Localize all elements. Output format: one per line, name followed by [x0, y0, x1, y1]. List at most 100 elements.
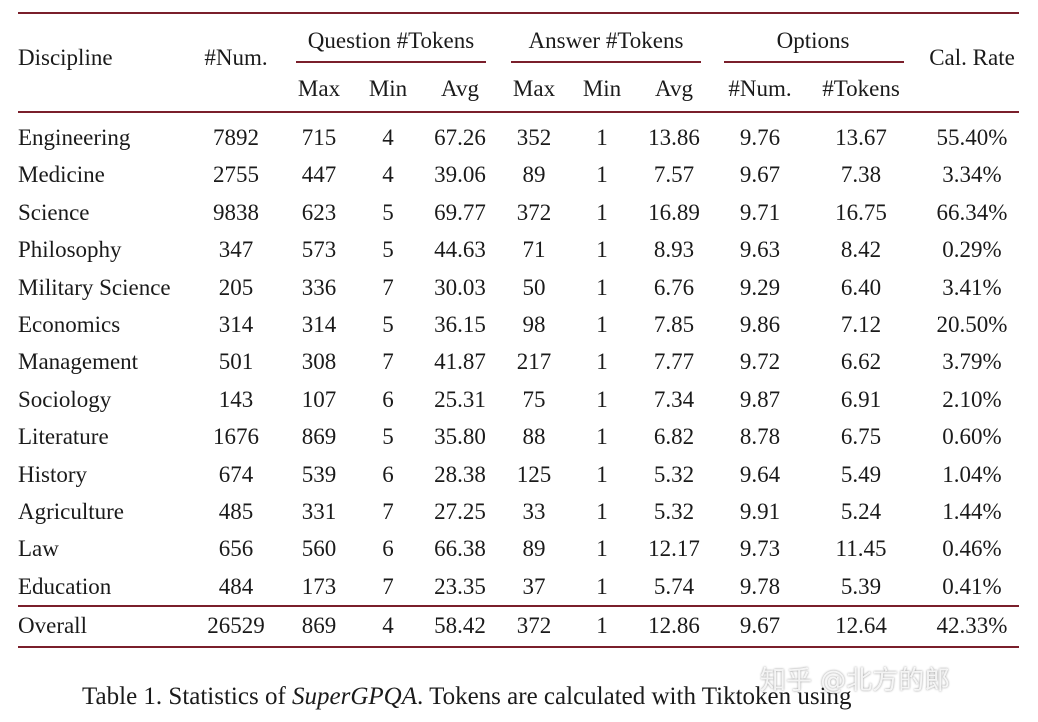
cell-answer-min: 1	[596, 237, 608, 262]
cell-question-avg: 25.31	[434, 387, 486, 412]
cell-answer-max: 98	[522, 312, 546, 337]
cell-options-tokens: 5.39	[840, 574, 882, 599]
cell-options-tokens: 6.40	[840, 275, 882, 300]
cell-answer-min: 1	[596, 387, 608, 412]
cell-cal-rate: 0.46%	[942, 536, 1002, 561]
cell-answer-avg: 12.17	[648, 536, 700, 561]
cell-options-num: 8.78	[739, 424, 781, 449]
cell-answer-avg: 12.86	[648, 613, 700, 638]
cell-question-avg: 44.63	[434, 237, 486, 262]
cell-question-min: 5	[382, 200, 394, 225]
subheader-question-max: Max	[297, 76, 341, 101]
cell-options-num: 9.71	[739, 200, 781, 225]
cell-cal-rate: 1.04%	[942, 462, 1002, 487]
cell-num: 205	[218, 275, 254, 300]
cell-discipline: Military Science	[18, 275, 171, 300]
cell-options-tokens: 13.67	[835, 125, 887, 150]
cell-num: 347	[218, 237, 254, 262]
header-num: #Num.	[204, 45, 268, 70]
cell-question-max: 869	[301, 424, 337, 449]
cell-question-avg: 66.38	[434, 536, 486, 561]
header-rule	[18, 111, 1019, 113]
cell-options-num: 9.72	[739, 349, 781, 374]
cell-num: 674	[218, 462, 254, 487]
top-rule	[18, 12, 1019, 14]
cell-answer-min: 1	[596, 499, 608, 524]
cell-answer-max: 89	[522, 536, 546, 561]
cell-answer-min: 1	[596, 574, 608, 599]
header-options: Options	[776, 28, 850, 53]
cell-cal-rate: 0.60%	[942, 424, 1002, 449]
cell-question-max: 623	[301, 200, 337, 225]
cell-num: 485	[218, 499, 254, 524]
cell-answer-avg: 7.77	[653, 349, 695, 374]
cell-discipline: Overall	[18, 613, 87, 638]
cell-discipline: Law	[18, 536, 59, 561]
cell-options-tokens: 6.91	[840, 387, 882, 412]
cell-num: 143	[218, 387, 254, 412]
cell-answer-avg: 5.74	[653, 574, 695, 599]
cell-question-min: 5	[382, 237, 394, 262]
cell-question-min: 7	[382, 349, 394, 374]
subheader-answer-avg: Avg	[655, 76, 693, 101]
header-cal-rate: Cal. Rate	[929, 45, 1015, 70]
cell-options-num: 9.29	[739, 275, 781, 300]
cell-question-min: 7	[382, 275, 394, 300]
cell-question-min: 6	[382, 462, 394, 487]
cell-question-max: 573	[301, 237, 337, 262]
cell-options-num: 9.76	[739, 125, 781, 150]
cell-options-num: 9.67	[739, 613, 781, 638]
cell-question-min: 6	[382, 536, 394, 561]
cell-discipline: Medicine	[18, 162, 105, 187]
cell-num: 656	[218, 536, 254, 561]
cell-options-num: 9.91	[739, 499, 781, 524]
cell-options-tokens: 12.64	[835, 613, 887, 638]
cell-cal-rate: 66.34%	[936, 200, 1008, 225]
cell-question-avg: 67.26	[434, 125, 486, 150]
cell-question-min: 7	[382, 499, 394, 524]
cell-answer-min: 1	[596, 462, 608, 487]
cell-discipline: Economics	[18, 312, 121, 337]
cell-question-avg: 28.38	[434, 462, 486, 487]
cell-question-avg: 36.15	[434, 312, 486, 337]
cell-answer-max: 372	[516, 613, 552, 638]
cell-question-max: 336	[301, 275, 337, 300]
cell-options-tokens: 7.12	[840, 312, 882, 337]
cell-question-max: 173	[301, 574, 337, 599]
cell-answer-avg: 7.57	[653, 162, 695, 187]
cell-options-tokens: 8.42	[840, 237, 882, 262]
cell-answer-max: 75	[522, 387, 546, 412]
cell-discipline: Sociology	[18, 387, 112, 412]
cell-num: 9838	[213, 200, 259, 225]
cell-options-num: 9.67	[739, 162, 781, 187]
question-group-rule	[296, 61, 486, 63]
cell-cal-rate: 2.10%	[942, 387, 1002, 412]
cell-answer-avg: 13.86	[648, 125, 700, 150]
cell-cal-rate: 3.41%	[942, 275, 1002, 300]
cell-answer-avg: 7.85	[653, 312, 695, 337]
cell-cal-rate: 55.40%	[936, 125, 1008, 150]
subheader-question-min: Min	[368, 76, 408, 101]
cell-question-min: 5	[382, 312, 394, 337]
cell-options-num: 9.73	[739, 536, 781, 561]
cell-discipline: Engineering	[18, 125, 131, 150]
cell-question-avg: 23.35	[434, 574, 486, 599]
cell-discipline: History	[18, 462, 87, 487]
cell-discipline: Agriculture	[18, 499, 125, 524]
cell-cal-rate: 3.79%	[942, 349, 1002, 374]
cell-question-min: 4	[382, 125, 394, 150]
cell-answer-avg: 6.82	[653, 424, 695, 449]
cell-answer-min: 1	[596, 162, 608, 187]
overall-rule	[18, 605, 1019, 607]
cell-num: 2755	[213, 162, 259, 187]
cell-answer-avg: 5.32	[653, 499, 695, 524]
caption-prefix: Table 1. Statistics of	[82, 683, 293, 710]
cell-answer-max: 71	[522, 237, 546, 262]
cell-question-avg: 41.87	[434, 349, 486, 374]
cell-question-avg: 30.03	[434, 275, 486, 300]
cell-options-num: 9.63	[739, 237, 781, 262]
cell-question-max: 869	[301, 613, 337, 638]
cell-question-max: 715	[301, 125, 337, 150]
cell-answer-avg: 7.34	[653, 387, 695, 412]
cell-num: 7892	[213, 125, 259, 150]
